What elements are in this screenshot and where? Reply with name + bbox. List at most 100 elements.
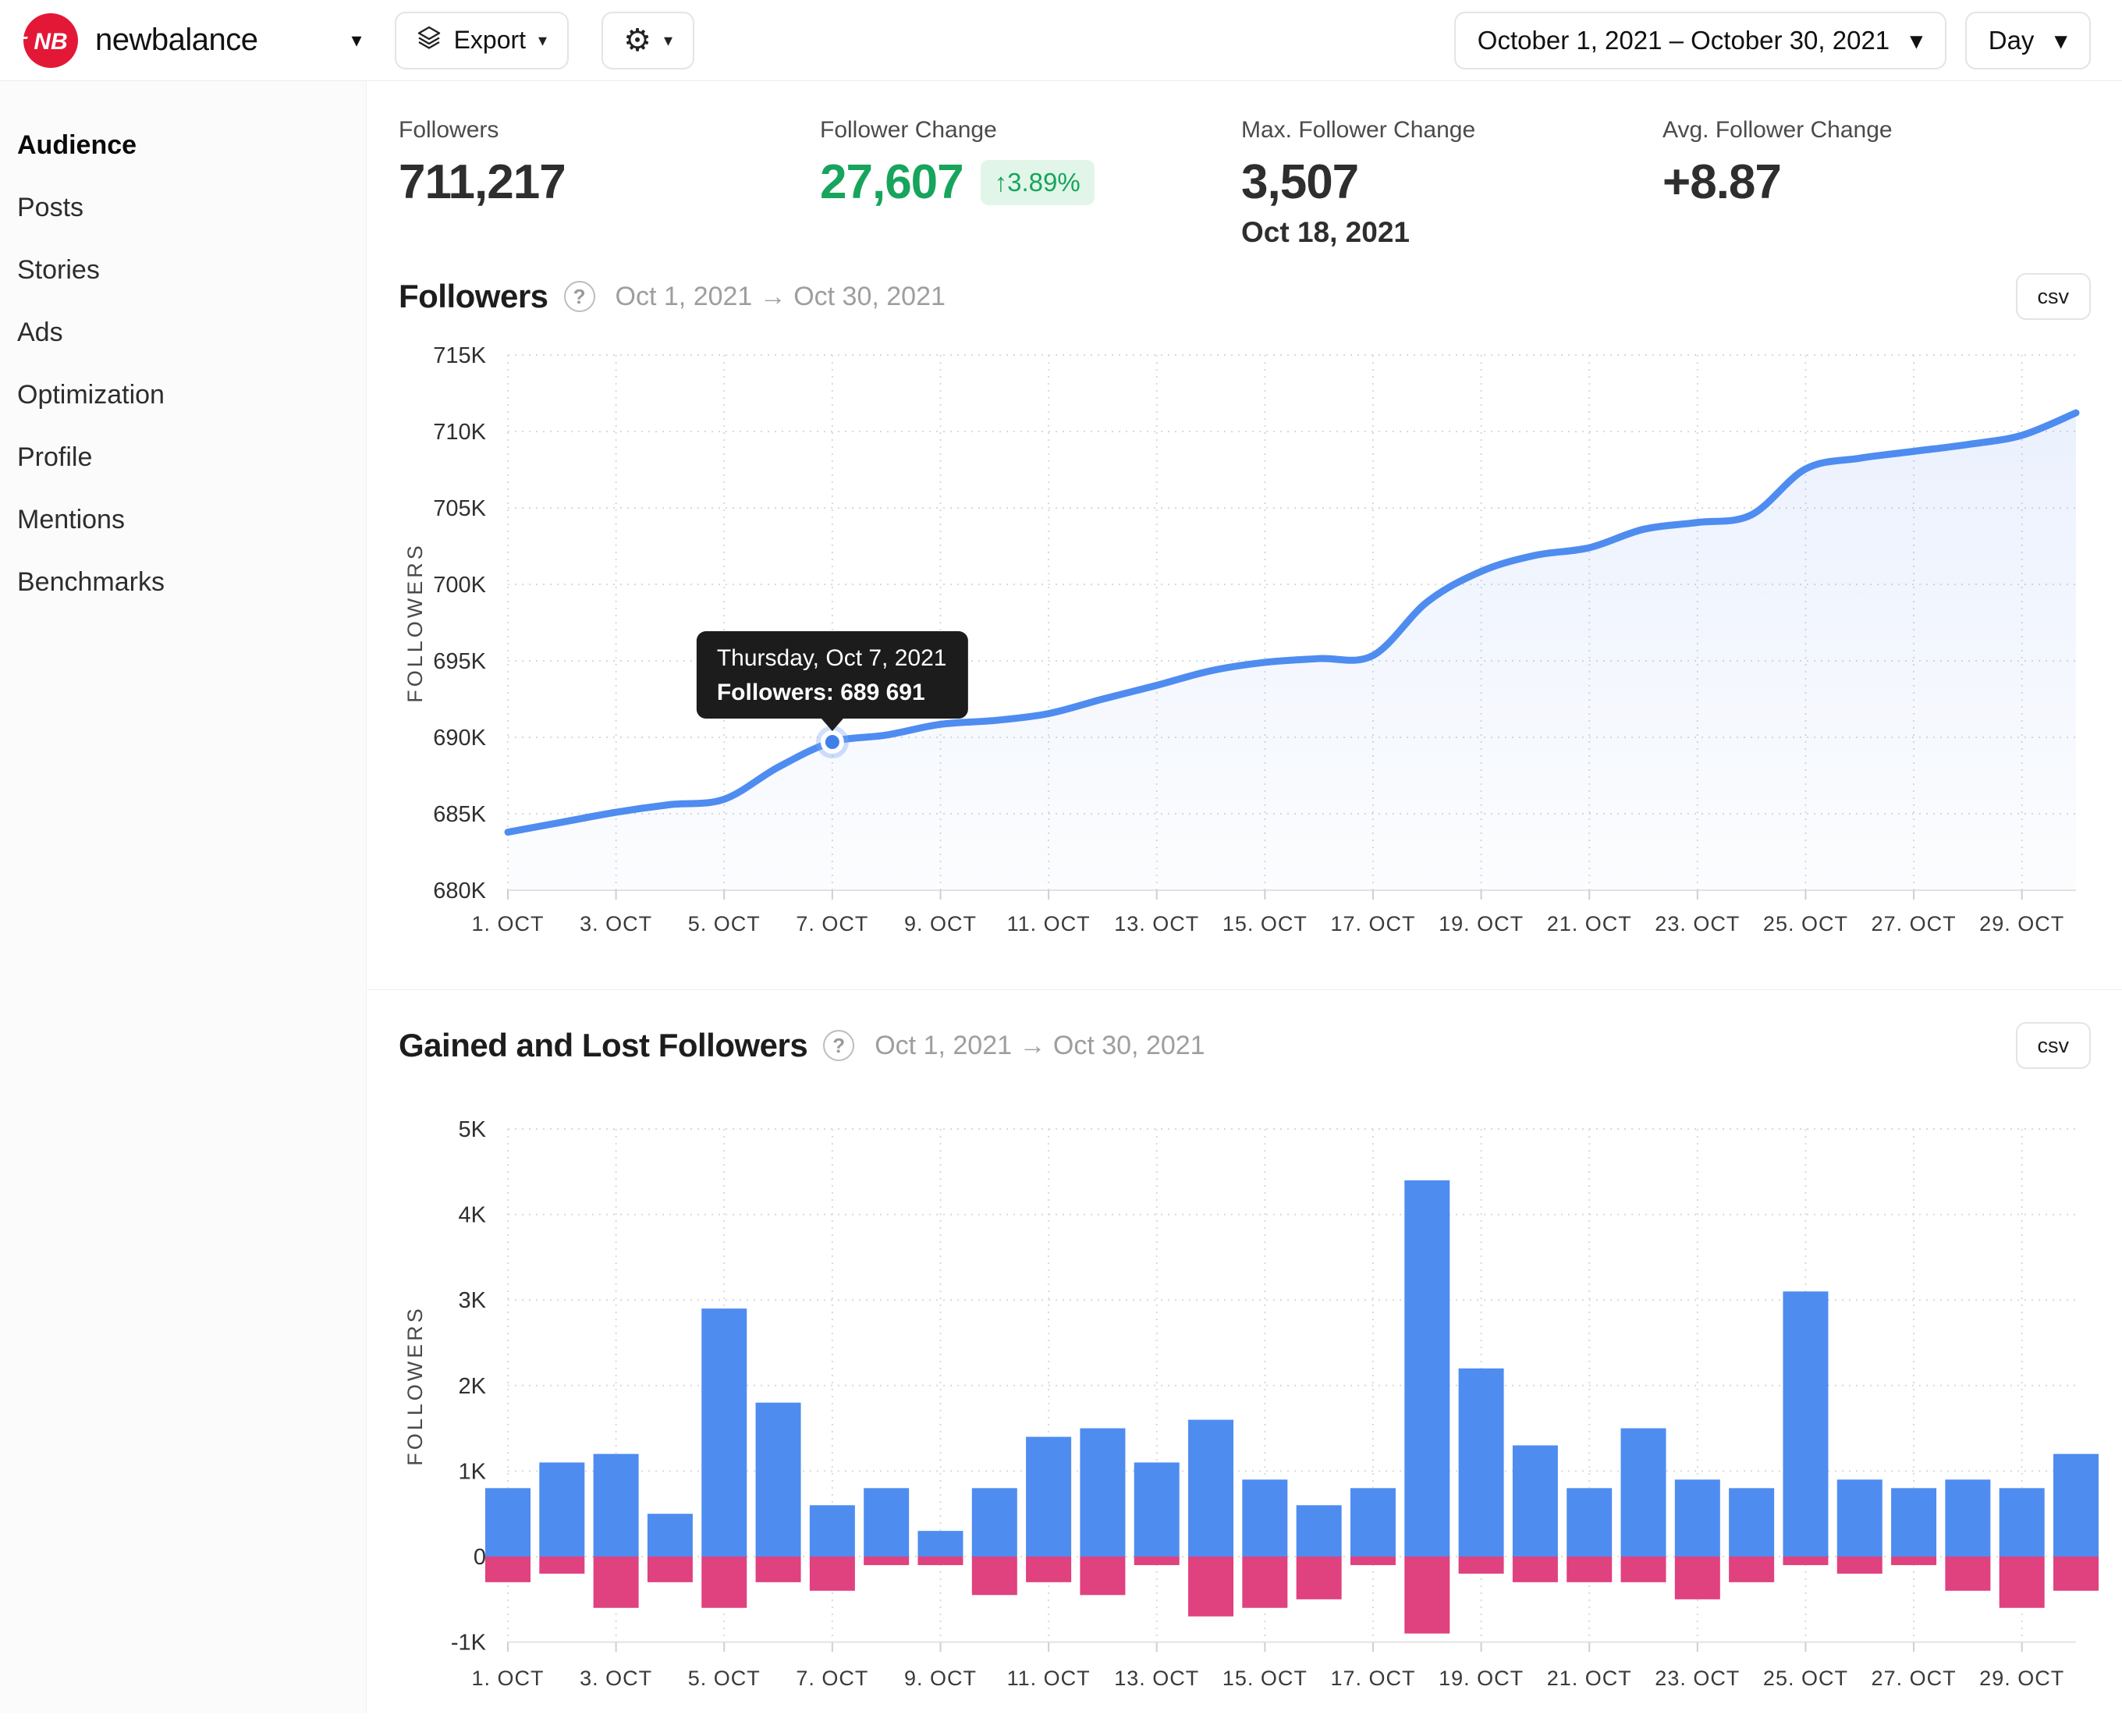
gained-bar-day-30[interactable] bbox=[2053, 1454, 2099, 1557]
lost-bar-day-26[interactable] bbox=[1836, 1557, 1882, 1574]
gained-bar-day-19[interactable] bbox=[1458, 1368, 1504, 1557]
gained-bar-day-18[interactable] bbox=[1404, 1180, 1450, 1557]
gained-bar-day-2[interactable] bbox=[539, 1462, 585, 1557]
lost-bar-day-21[interactable] bbox=[1567, 1557, 1613, 1582]
gained-bar-day-27[interactable] bbox=[1891, 1488, 1937, 1557]
lost-bar-day-6[interactable] bbox=[755, 1557, 801, 1582]
lost-bar-day-22[interactable] bbox=[1620, 1557, 1666, 1582]
gained-bar-day-29[interactable] bbox=[1999, 1488, 2045, 1557]
gained-bar-day-3[interactable] bbox=[593, 1454, 639, 1557]
gained-bar-day-10[interactable] bbox=[971, 1488, 1017, 1557]
lost-bar-day-19[interactable] bbox=[1458, 1557, 1504, 1574]
stat-value: +8.87 bbox=[1662, 155, 1782, 209]
gained-bar-day-17[interactable] bbox=[1350, 1488, 1396, 1557]
lost-bar-day-18[interactable] bbox=[1404, 1557, 1450, 1634]
gained-bar-day-1[interactable] bbox=[485, 1488, 530, 1557]
lost-bar-day-13[interactable] bbox=[1134, 1557, 1180, 1565]
gained-bar-day-14[interactable] bbox=[1188, 1419, 1234, 1557]
lost-bar-day-30[interactable] bbox=[2053, 1557, 2099, 1591]
lost-bar-day-12[interactable] bbox=[1080, 1557, 1126, 1596]
gained-bar-day-22[interactable] bbox=[1620, 1428, 1666, 1557]
lost-bar-day-16[interactable] bbox=[1296, 1557, 1342, 1599]
account-switcher-caret[interactable]: ▾ bbox=[351, 28, 362, 51]
gained-bar-day-15[interactable] bbox=[1242, 1479, 1288, 1557]
gained-bar-day-21[interactable] bbox=[1567, 1488, 1613, 1557]
lost-bar-day-20[interactable] bbox=[1512, 1557, 1558, 1582]
sidebar-item-mentions[interactable]: Mentions bbox=[17, 504, 125, 534]
lost-bar-day-28[interactable] bbox=[1945, 1557, 1991, 1591]
lost-bar-day-27[interactable] bbox=[1891, 1557, 1937, 1565]
gained-bar-day-24[interactable] bbox=[1729, 1488, 1775, 1557]
gained-bar-day-25[interactable] bbox=[1783, 1291, 1829, 1557]
gained-bar-day-9[interactable] bbox=[917, 1531, 963, 1557]
svg-text:19. OCT: 19. OCT bbox=[1439, 912, 1524, 935]
followers-help-icon[interactable]: ? bbox=[563, 281, 595, 312]
gained-lost-help-icon[interactable]: ? bbox=[823, 1030, 855, 1061]
stat-max-follower-change: Max. Follower Change 3,507 Oct 18, 2021 bbox=[1241, 117, 1662, 249]
lost-bar-day-11[interactable] bbox=[1026, 1557, 1072, 1582]
lost-bar-day-5[interactable] bbox=[701, 1557, 747, 1608]
lost-bar-day-14[interactable] bbox=[1188, 1557, 1234, 1617]
gained-bar-day-11[interactable] bbox=[1026, 1436, 1072, 1557]
svg-text:1. OCT: 1. OCT bbox=[471, 912, 544, 935]
gained-bar-day-12[interactable] bbox=[1080, 1428, 1126, 1557]
export-button[interactable]: Export ▾ bbox=[394, 11, 570, 69]
settings-button[interactable]: ⚙ ▾ bbox=[601, 11, 694, 69]
sidebar-item-profile[interactable]: Profile bbox=[17, 442, 93, 472]
gained-bar-day-26[interactable] bbox=[1836, 1479, 1882, 1557]
lost-bar-day-15[interactable] bbox=[1242, 1557, 1288, 1608]
date-range-select[interactable]: October 1, 2021 – October 30, 2021 ▾ bbox=[1453, 11, 1946, 69]
lost-bar-day-29[interactable] bbox=[1999, 1557, 2045, 1608]
gained-bar-day-4[interactable] bbox=[647, 1514, 693, 1557]
svg-text:25. OCT: 25. OCT bbox=[1763, 1667, 1848, 1690]
svg-text:27. OCT: 27. OCT bbox=[1872, 912, 1957, 935]
svg-text:7. OCT: 7. OCT bbox=[796, 912, 868, 935]
lost-bar-day-8[interactable] bbox=[864, 1557, 910, 1565]
gained-bar-day-20[interactable] bbox=[1512, 1445, 1558, 1557]
gained-bar-day-6[interactable] bbox=[755, 1402, 801, 1557]
gained-bar-day-8[interactable] bbox=[864, 1488, 910, 1557]
followers-line-chart[interactable]: 680K 685K 690K 695K 700K 705K 710K 715K 1. OCT 3.… bbox=[367, 335, 2122, 960]
svg-text:4K: 4K bbox=[459, 1203, 487, 1228]
sidebar-item-ads[interactable]: Ads bbox=[17, 317, 63, 347]
svg-text:19. OCT: 19. OCT bbox=[1439, 1667, 1524, 1690]
svg-text:7. OCT: 7. OCT bbox=[796, 1667, 868, 1690]
svg-text:15. OCT: 15. OCT bbox=[1222, 912, 1308, 935]
gained-bar-day-16[interactable] bbox=[1296, 1505, 1342, 1557]
lost-bar-day-24[interactable] bbox=[1729, 1557, 1775, 1582]
svg-text:5K: 5K bbox=[459, 1117, 487, 1142]
svg-text:2K: 2K bbox=[459, 1374, 487, 1399]
sidebar-item-posts[interactable]: Posts bbox=[17, 192, 84, 222]
svg-text:1. OCT: 1. OCT bbox=[471, 1667, 544, 1690]
gained-lost-bar-chart[interactable]: -1K 0 1K 2K 3K 4K 5K 1. OCT 3. OCT 5. OCT 7. OCT 9.… bbox=[367, 1085, 2122, 1732]
stat-value: 3,507 bbox=[1241, 155, 1359, 209]
followers-csv-button[interactable]: csv bbox=[2015, 273, 2091, 320]
lost-bar-day-2[interactable] bbox=[539, 1557, 585, 1574]
gained-bar-day-13[interactable] bbox=[1134, 1462, 1180, 1557]
lost-bar-day-9[interactable] bbox=[917, 1557, 963, 1565]
lost-bar-day-10[interactable] bbox=[971, 1557, 1017, 1596]
gained-bar-day-7[interactable] bbox=[809, 1505, 855, 1557]
svg-text:695K: 695K bbox=[433, 649, 486, 674]
svg-text:680K: 680K bbox=[433, 879, 486, 904]
lost-bar-day-25[interactable] bbox=[1783, 1557, 1829, 1565]
sidebar-item-optimization[interactable]: Optimization bbox=[17, 379, 165, 410]
lost-bar-day-4[interactable] bbox=[647, 1557, 693, 1582]
lost-bar-day-1[interactable] bbox=[485, 1557, 530, 1582]
gained-bar-day-5[interactable] bbox=[701, 1308, 747, 1557]
stat-value: 711,217 bbox=[399, 155, 566, 209]
gained-lost-csv-button[interactable]: csv bbox=[2015, 1022, 2091, 1069]
top-bar: NB newbalance ▾ Export ▾ ⚙ ▾ October 1, … bbox=[0, 0, 2122, 81]
gained-bar-day-28[interactable] bbox=[1945, 1479, 1991, 1557]
sidebar-item-audience[interactable]: Audience bbox=[17, 130, 137, 160]
svg-text:11. OCT: 11. OCT bbox=[1007, 1667, 1091, 1690]
gained-bar-day-23[interactable] bbox=[1674, 1479, 1720, 1557]
granularity-select[interactable]: Day ▾ bbox=[1964, 11, 2091, 69]
lost-bar-day-3[interactable] bbox=[593, 1557, 639, 1608]
sidebar-item-stories[interactable]: Stories bbox=[17, 254, 100, 285]
lost-bar-day-7[interactable] bbox=[809, 1557, 855, 1591]
lost-bar-day-23[interactable] bbox=[1674, 1557, 1720, 1599]
svg-text:0: 0 bbox=[474, 1545, 486, 1570]
lost-bar-day-17[interactable] bbox=[1350, 1557, 1396, 1565]
sidebar-item-benchmarks[interactable]: Benchmarks bbox=[17, 566, 165, 597]
